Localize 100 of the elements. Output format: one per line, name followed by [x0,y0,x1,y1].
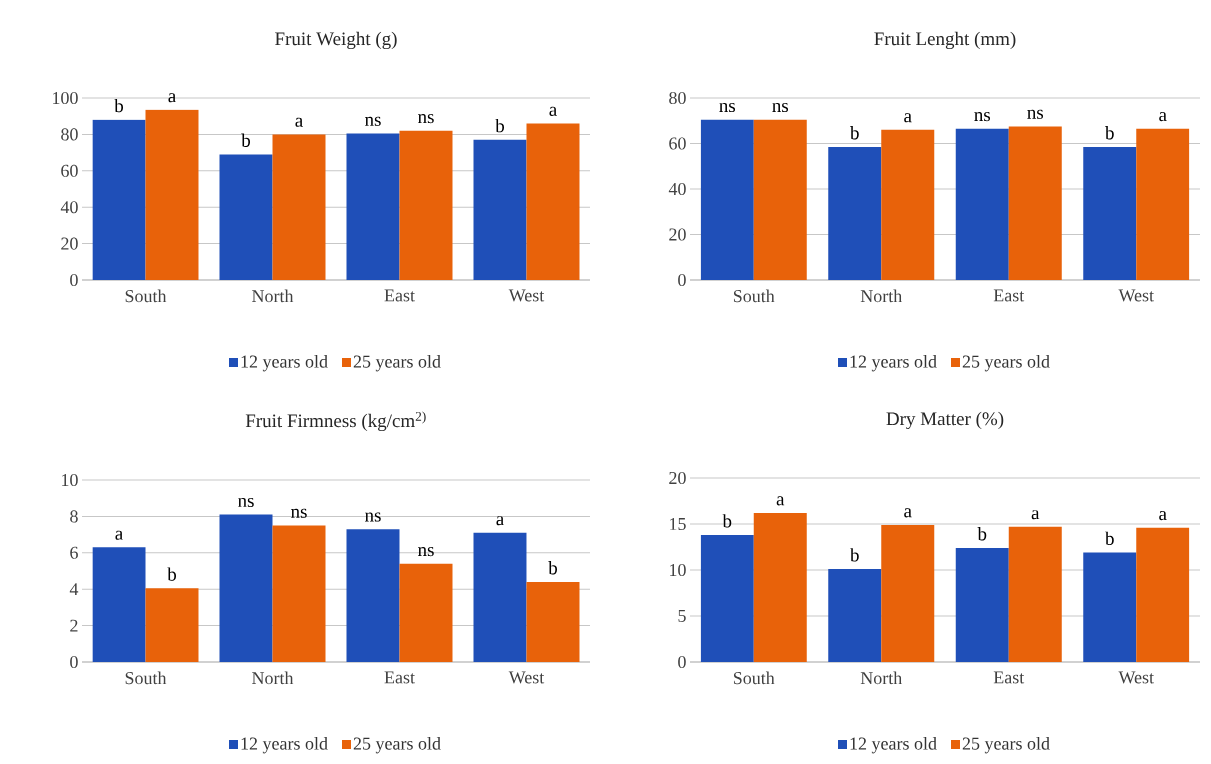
bar [881,129,935,280]
bar [145,588,199,662]
bar [526,581,580,662]
bar [700,535,754,662]
bar [145,109,199,280]
y-tick-label: 5 [678,610,686,622]
y-tick-label: 20 [669,471,686,485]
x-tick-label: North [860,289,903,303]
bar [473,139,527,280]
data-label: b [722,514,732,528]
chart-title: Fruit Firmness (kg/cm$^{2)}$ [245,411,426,432]
x-tick-label: North [252,671,294,685]
bar [399,130,453,280]
y-tick-label: 40 [668,182,686,196]
data-label: a [295,117,303,127]
bar [753,119,807,280]
chart-title: Fruit Lenght (mm) [874,31,1016,50]
bar [1136,527,1190,662]
y-tick-label: 20 [61,237,78,250]
x-tick-label: South [733,289,775,303]
bar [346,133,400,280]
data-label: a [776,496,785,506]
y-tick-label: 100 [53,91,78,105]
y-tick-label: 15 [670,517,686,531]
data-label: a [496,516,504,526]
data-label: b [1105,531,1114,545]
x-tick-label: East [993,289,1025,302]
bar [526,123,580,280]
bar [92,547,146,662]
data-label: b [850,548,859,562]
bar [1083,146,1137,280]
y-tick-label: 10 [62,473,78,487]
data-label: a [168,93,176,103]
legend-label: 25 years old [962,354,1050,372]
bar [1136,128,1190,280]
bar [700,119,754,280]
x-tick-label: South [125,289,167,303]
bar [219,154,273,280]
bar [1008,126,1062,280]
data-label: b [495,118,505,133]
bar [828,146,882,280]
y-tick-label: 6 [70,546,78,559]
bar [955,547,1009,662]
y-tick-label: 8 [70,510,78,523]
bar [272,134,326,280]
data-label: ns [417,547,434,557]
bar [473,532,527,662]
x-tick-label: South [125,671,167,685]
data-label: ns [417,114,434,124]
y-tick-label: 60 [669,137,686,150]
legend-label: 25 years old [353,354,441,372]
y-tick-label: 80 [669,91,686,105]
data-label: ns [237,497,254,508]
x-tick-label: West [1118,289,1154,302]
data-label: a [1159,112,1167,122]
legend-label: 25 years old [353,737,441,754]
bar [399,563,453,662]
x-tick-label: West [508,289,545,302]
x-tick-label: East [993,671,1025,684]
data-label: ns [290,508,307,518]
data-label: a [549,106,557,116]
y-tick-label: 0 [70,655,78,669]
legend-label: 12 years old [850,354,937,372]
y-tick-label: 40 [60,201,78,214]
y-tick-label: 0 [678,655,686,669]
data-label: ns [364,512,381,522]
legend-label: 12 years old [850,737,937,754]
data-label: ns [364,116,381,126]
y-tick-label: 60 [61,164,78,177]
data-label: ns [1027,109,1044,119]
bar [1008,526,1062,662]
data-label: a [115,530,123,540]
data-label: a [904,113,912,123]
x-tick-label: West [1118,671,1154,684]
x-tick-label: West [508,671,545,684]
y-tick-label: 4 [69,583,79,596]
data-label: b [850,126,859,140]
x-tick-label: East [384,671,415,684]
data-label: b [114,98,124,113]
bar [828,569,882,662]
y-tick-label: 80 [61,128,78,141]
y-tick-label: 0 [678,273,686,287]
x-tick-label: East [384,289,415,302]
chart-title: Dry Matter (%) [886,411,1004,430]
bar [753,512,807,662]
data-label: a [1159,511,1167,521]
bar [219,514,273,662]
data-label: b [548,561,558,575]
data-label: ns [772,102,789,113]
data-label: b [167,567,177,581]
chart-title: Fruit Weight (g) [275,31,397,50]
data-label: b [1105,126,1114,140]
bar [272,525,326,662]
data-label: a [1031,510,1040,520]
data-label: ns [974,112,991,122]
bar [1083,552,1137,662]
y-tick-label: 0 [70,273,78,287]
data-label: b [977,527,987,541]
legend-label: 25 years old [962,737,1050,754]
y-tick-label: 2 [70,619,78,632]
